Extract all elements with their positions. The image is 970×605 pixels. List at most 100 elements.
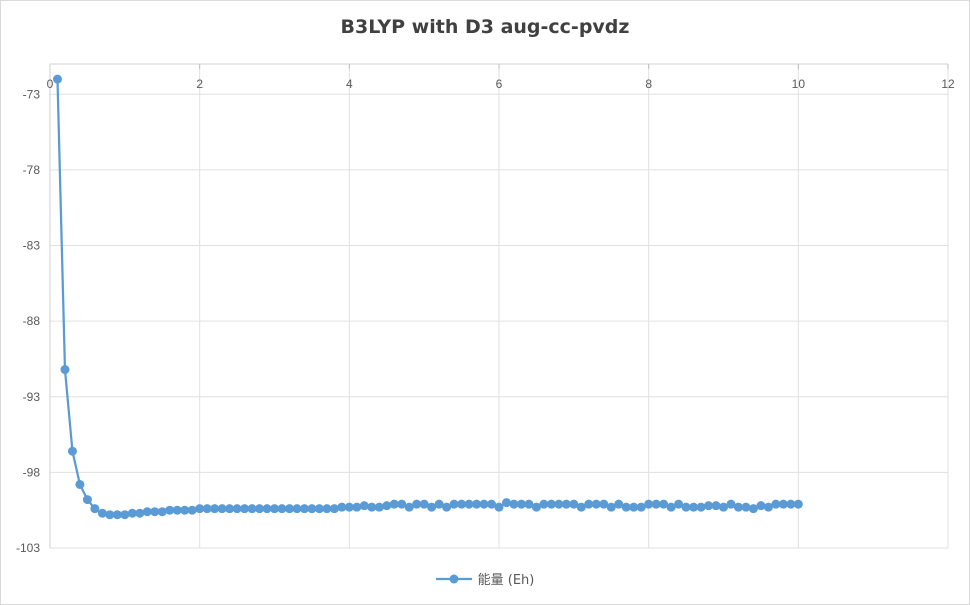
data-point (591, 499, 601, 509)
data-point (457, 499, 467, 509)
data-point (232, 504, 242, 514)
x-tick-label: 4 (346, 77, 353, 91)
data-point (696, 502, 706, 512)
data-point (329, 504, 339, 514)
series-layer (52, 74, 803, 520)
data-point (135, 508, 145, 518)
data-point (172, 505, 182, 515)
data-point (105, 510, 115, 520)
data-point (576, 502, 586, 512)
data-point (561, 499, 571, 509)
data-point (52, 74, 62, 84)
data-point (756, 501, 766, 511)
y-tick-labels: -73 -78 -83 -88 -93 -98 -103 (16, 87, 40, 555)
data-point (382, 501, 392, 511)
chart-title: B3LYP with D3 aug-cc-pvdz (340, 16, 630, 38)
data-point (82, 495, 92, 505)
y-tick-label: -73 (23, 87, 41, 101)
data-point (299, 504, 309, 514)
data-point (434, 499, 444, 509)
data-point (689, 502, 699, 512)
data-point (629, 502, 639, 512)
data-point (344, 502, 354, 512)
data-point (763, 502, 773, 512)
data-point (599, 499, 609, 509)
data-point (277, 504, 287, 514)
data-point (67, 446, 77, 456)
x-tick-label: 2 (196, 77, 203, 91)
data-point (270, 504, 279, 514)
data-point (778, 499, 788, 509)
data-point (284, 504, 294, 514)
data-point (217, 504, 227, 514)
data-point (674, 499, 684, 509)
data-point (569, 499, 579, 509)
x-tick-label: 8 (645, 77, 652, 91)
data-point (531, 502, 541, 512)
data-point (442, 502, 452, 512)
legend-label: 能量 (Eh) (477, 573, 535, 588)
data-point (704, 501, 714, 511)
data-point (397, 499, 407, 509)
y-tick-label: -98 (23, 465, 41, 479)
data-point (659, 499, 669, 509)
data-point (210, 504, 220, 514)
data-point (90, 504, 100, 514)
data-point (97, 508, 107, 518)
data-point (389, 499, 399, 509)
data-point (748, 504, 758, 514)
data-point (307, 504, 317, 514)
data-point (247, 504, 257, 514)
data-point (741, 502, 751, 512)
data-point (292, 504, 302, 514)
data-point (487, 499, 497, 509)
data-point (449, 499, 459, 509)
data-point (187, 505, 197, 515)
data-point (120, 510, 130, 520)
data-point (255, 504, 265, 514)
y-tick-label: -103 (16, 541, 40, 555)
data-point (726, 499, 736, 509)
data-point (412, 499, 422, 509)
data-point (711, 501, 721, 511)
data-point (157, 507, 167, 517)
data-point (479, 499, 489, 509)
data-point (509, 499, 519, 509)
data-point (733, 502, 743, 512)
data-point (651, 499, 661, 509)
x-tick-label: 12 (941, 77, 955, 91)
data-point (359, 501, 369, 511)
data-point (472, 499, 482, 509)
data-point (262, 504, 272, 514)
data-point (621, 502, 631, 512)
data-point (681, 502, 691, 512)
data-point (501, 498, 511, 508)
data-point (636, 502, 646, 512)
data-point (367, 502, 377, 512)
data-point (112, 510, 122, 520)
x-tick-labels: 0 2 4 6 8 10 12 (47, 77, 955, 91)
data-point (165, 505, 175, 515)
data-point (584, 499, 594, 509)
data-point (539, 499, 549, 509)
data-point (127, 508, 137, 518)
data-point (606, 502, 616, 512)
data-point (352, 502, 362, 512)
x-tick-label: 0 (47, 77, 54, 91)
data-point (75, 479, 85, 489)
data-point (240, 504, 250, 514)
x-tick-label: 6 (496, 77, 503, 91)
data-point (494, 502, 504, 512)
data-point (60, 365, 70, 375)
data-point (195, 504, 205, 514)
data-point (524, 499, 534, 509)
legend: 能量 (Eh) (0, 569, 970, 588)
data-point (322, 504, 332, 514)
y-tick-label: -83 (23, 239, 41, 253)
gridlines (50, 64, 949, 549)
data-point (202, 504, 212, 514)
series-line (56, 79, 799, 516)
data-point (337, 502, 347, 512)
data-point (427, 502, 437, 512)
